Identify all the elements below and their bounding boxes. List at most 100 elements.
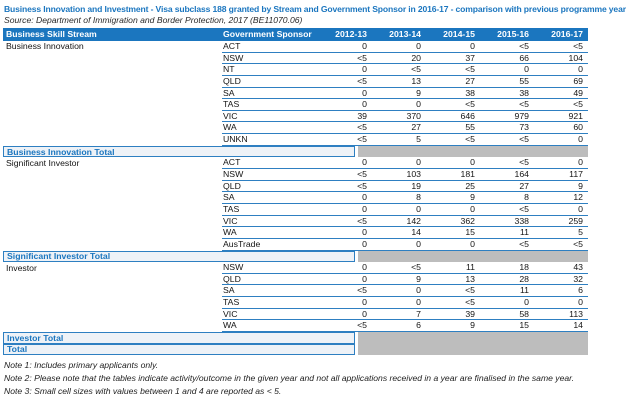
table-row: TAS 0 0 <5 <5 <5 (3, 99, 588, 111)
sponsor-cell: NT (222, 64, 318, 76)
value-cell: <5 (480, 157, 534, 170)
table-row: Investor NSW 0 <5 11 18 43 (3, 262, 588, 274)
value-cell: 14 (534, 320, 588, 333)
column-header-stream: Business Skill Stream (6, 30, 97, 39)
table-total-row: Significant Investor Total (3, 250, 588, 263)
total-label: Total (3, 343, 355, 356)
sponsor-cell: SA (222, 285, 318, 298)
table-row: AusTrade 0 0 0 <5 <5 (3, 239, 588, 251)
value-cell: <5 (426, 297, 480, 309)
table-row: TAS 0 0 <5 0 0 (3, 297, 588, 309)
column-header-sponsor: Government Sponsor (223, 30, 312, 39)
value-cell: 104 (534, 53, 588, 65)
value-cell: 0 (318, 227, 372, 239)
value-cell: <5 (318, 76, 372, 88)
value-cell: 646 (426, 111, 480, 123)
value-cell: 0 (534, 157, 588, 170)
page-title: Business Innovation and Investment - Vis… (4, 4, 626, 14)
value-cell: <5 (534, 239, 588, 251)
sponsor-cell: QLD (222, 181, 318, 193)
table-row: WA <5 27 55 73 60 (3, 122, 588, 135)
value-cell: 164 (480, 169, 534, 181)
value-cell: 0 (318, 41, 372, 53)
value-cell: 0 (372, 99, 426, 111)
value-cell: 0 (426, 157, 480, 170)
total-gap (355, 332, 358, 344)
value-cell: 55 (426, 122, 480, 135)
table-total-row: Investor Total (3, 332, 588, 344)
value-cell: 55 (480, 76, 534, 88)
table-row: VIC 0 7 39 58 113 (3, 309, 588, 321)
table-row: WA <5 6 9 15 14 (3, 320, 588, 333)
value-cell: <5 (318, 285, 372, 298)
stream-cell: Significant Investor (6, 158, 80, 168)
value-cell: <5 (534, 41, 588, 53)
value-cell: 69 (534, 76, 588, 88)
value-cell: 13 (372, 76, 426, 88)
value-cell: 0 (318, 192, 372, 204)
total-gap (355, 343, 358, 356)
value-cell: 32 (534, 274, 588, 286)
sponsor-cell: TAS (222, 297, 318, 309)
value-cell: 0 (372, 157, 426, 170)
source-line: Source: Department of Immigration and Bo… (4, 15, 303, 25)
value-cell: 8 (372, 192, 426, 204)
value-cell: <5 (372, 262, 426, 274)
value-cell: 39 (426, 309, 480, 321)
table-row: NT 0 <5 <5 0 0 (3, 64, 588, 76)
table-row: Business Innovation ACT 0 0 0 <5 <5 (3, 41, 588, 53)
value-cell: 9 (372, 274, 426, 286)
value-cell: 11 (426, 262, 480, 274)
value-cell: 0 (372, 297, 426, 309)
value-cell: <5 (480, 41, 534, 53)
value-cell: 11 (480, 285, 534, 298)
value-cell: 0 (318, 204, 372, 216)
table-row: VIC 39 370 646 979 921 (3, 111, 588, 123)
value-cell: <5 (426, 134, 480, 146)
value-cell: <5 (480, 204, 534, 216)
sponsor-cell: VIC (222, 309, 318, 321)
value-cell: <5 (480, 99, 534, 111)
value-cell: 37 (426, 53, 480, 65)
value-cell: 0 (318, 274, 372, 286)
value-cell: <5 (318, 181, 372, 193)
sponsor-cell: UNKN (222, 134, 318, 146)
value-cell: 0 (534, 64, 588, 76)
value-cell: 9 (426, 192, 480, 204)
value-cell: 12 (534, 192, 588, 204)
value-cell: 0 (480, 64, 534, 76)
sponsor-cell: SA (222, 192, 318, 204)
sponsor-cell: AusTrade (222, 239, 318, 251)
table-row: TAS 0 0 0 <5 0 (3, 204, 588, 216)
column-header-year: 2015-16 (497, 30, 529, 39)
value-cell: 20 (372, 53, 426, 65)
value-cell: 6 (534, 285, 588, 298)
value-cell: <5 (318, 169, 372, 181)
footnotes: Note 1: Includes primary applicants only… (4, 359, 574, 399)
table-row: QLD 0 9 13 28 32 (3, 274, 588, 286)
total-label: Investor Total (3, 332, 355, 344)
value-cell: 0 (318, 157, 372, 170)
value-cell: 0 (372, 285, 426, 298)
value-cell: 19 (372, 181, 426, 193)
value-cell: 15 (426, 227, 480, 239)
value-cell: 27 (426, 76, 480, 88)
table-row: SA 0 8 9 8 12 (3, 192, 588, 204)
sponsor-cell: VIC (222, 216, 318, 228)
column-header-year: 2012-13 (335, 30, 367, 39)
total-label: Business Innovation Total (3, 145, 355, 158)
value-cell: 0 (318, 309, 372, 321)
value-cell: 181 (426, 169, 480, 181)
column-header-year: 2013-14 (389, 30, 421, 39)
value-cell: 979 (480, 111, 534, 123)
value-cell: 13 (426, 274, 480, 286)
value-cell: 113 (534, 309, 588, 321)
value-cell: 9 (372, 88, 426, 100)
value-cell: 73 (480, 122, 534, 135)
total-gray-block (358, 250, 588, 263)
sponsor-cell: NSW (222, 169, 318, 181)
value-cell: <5 (318, 134, 372, 146)
sponsor-cell: TAS (222, 99, 318, 111)
value-cell: 338 (480, 216, 534, 228)
table-row: VIC <5 142 362 338 259 (3, 216, 588, 228)
